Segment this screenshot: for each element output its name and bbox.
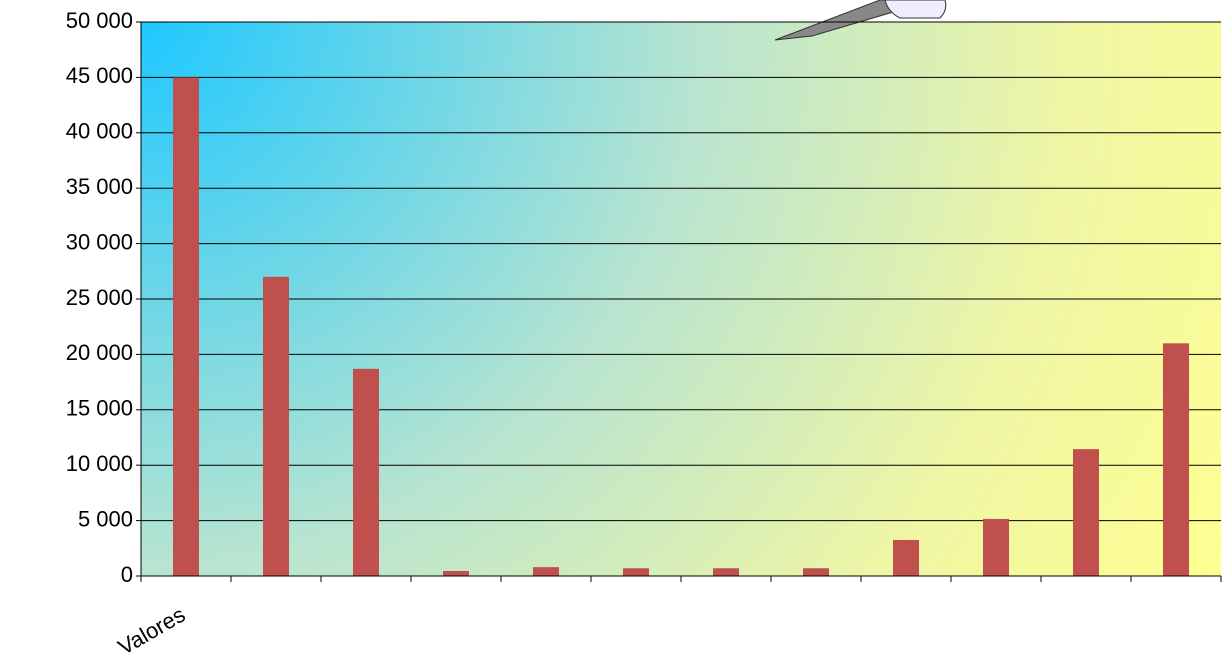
airplane-decoration (774, 0, 947, 41)
y-tick-label: 10 000 (66, 451, 133, 476)
y-tick-label: 5 000 (78, 506, 133, 531)
y-tick-label: 45 000 (66, 63, 133, 88)
y-tick-label: 50 000 (66, 8, 133, 33)
y-tick-label: 25 000 (66, 285, 133, 310)
x-tick-label: Valores (114, 602, 190, 660)
bars (173, 77, 1189, 577)
y-tick-label: 15 000 (66, 396, 133, 421)
y-tick-label: 0 (121, 562, 133, 587)
bar (893, 539, 919, 576)
y-tick-label: 35 000 (66, 174, 133, 199)
bar (173, 77, 199, 577)
y-tick-label: 20 000 (66, 340, 133, 365)
bar (983, 518, 1009, 576)
bar (263, 276, 289, 576)
bar (533, 567, 559, 576)
grid (136, 21, 1222, 582)
bar (1163, 343, 1189, 576)
bar (803, 568, 829, 576)
bar (623, 568, 649, 576)
bar (713, 568, 739, 576)
bar (443, 571, 469, 576)
bar (1073, 449, 1099, 576)
y-tick-label: 40 000 (66, 119, 133, 144)
bar (353, 368, 379, 576)
y-tick-label: 30 000 (66, 229, 133, 254)
